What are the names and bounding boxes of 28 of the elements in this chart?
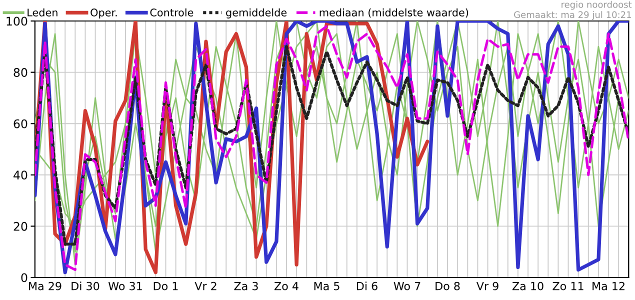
legend-label: Oper. <box>90 8 117 18</box>
x-tick-label: Za 3 <box>234 282 258 290</box>
legend-label: Leden <box>28 8 58 16</box>
y-tick-label: 80 <box>14 68 28 77</box>
legend-label: gemiddelde <box>226 8 287 18</box>
x-tick-label: Za 10 <box>512 282 544 290</box>
y-tick-label: 100 <box>6 16 28 26</box>
legend-label: Controle <box>150 8 194 16</box>
x-tick-label: Ma 29 <box>29 282 62 290</box>
y-tick-label: 0 <box>21 273 28 282</box>
text: regio noordoost <box>562 0 632 10</box>
x-tick-label: Zo 4 <box>274 282 298 290</box>
x-tick-label: Wo 7 <box>394 282 420 290</box>
x-tick-label: Di 6 <box>356 282 378 290</box>
x-tick-label: Vr 9 <box>476 282 498 290</box>
text: Gemaakt: ma 29 jul 10:21 <box>514 11 631 20</box>
legend-label: mediaan (middelste waarde) <box>320 8 468 18</box>
x-tick-label: Di 30 <box>72 282 100 290</box>
y-tick-label: 60 <box>14 119 28 128</box>
y-tick-label: 20 <box>14 222 28 231</box>
y-tick-label: 40 <box>14 170 28 180</box>
x-tick-label: Ma 5 <box>314 282 340 290</box>
x-tick-label: Do 8 <box>436 282 460 290</box>
x-tick-label: Zo 11 <box>552 282 584 290</box>
x-tick-label: Do 1 <box>154 282 178 290</box>
x-tick-label: Vr 2 <box>194 282 216 290</box>
x-tick-label: Wo 31 <box>108 282 142 290</box>
x-tick-label: Ma 12 <box>592 282 624 290</box>
